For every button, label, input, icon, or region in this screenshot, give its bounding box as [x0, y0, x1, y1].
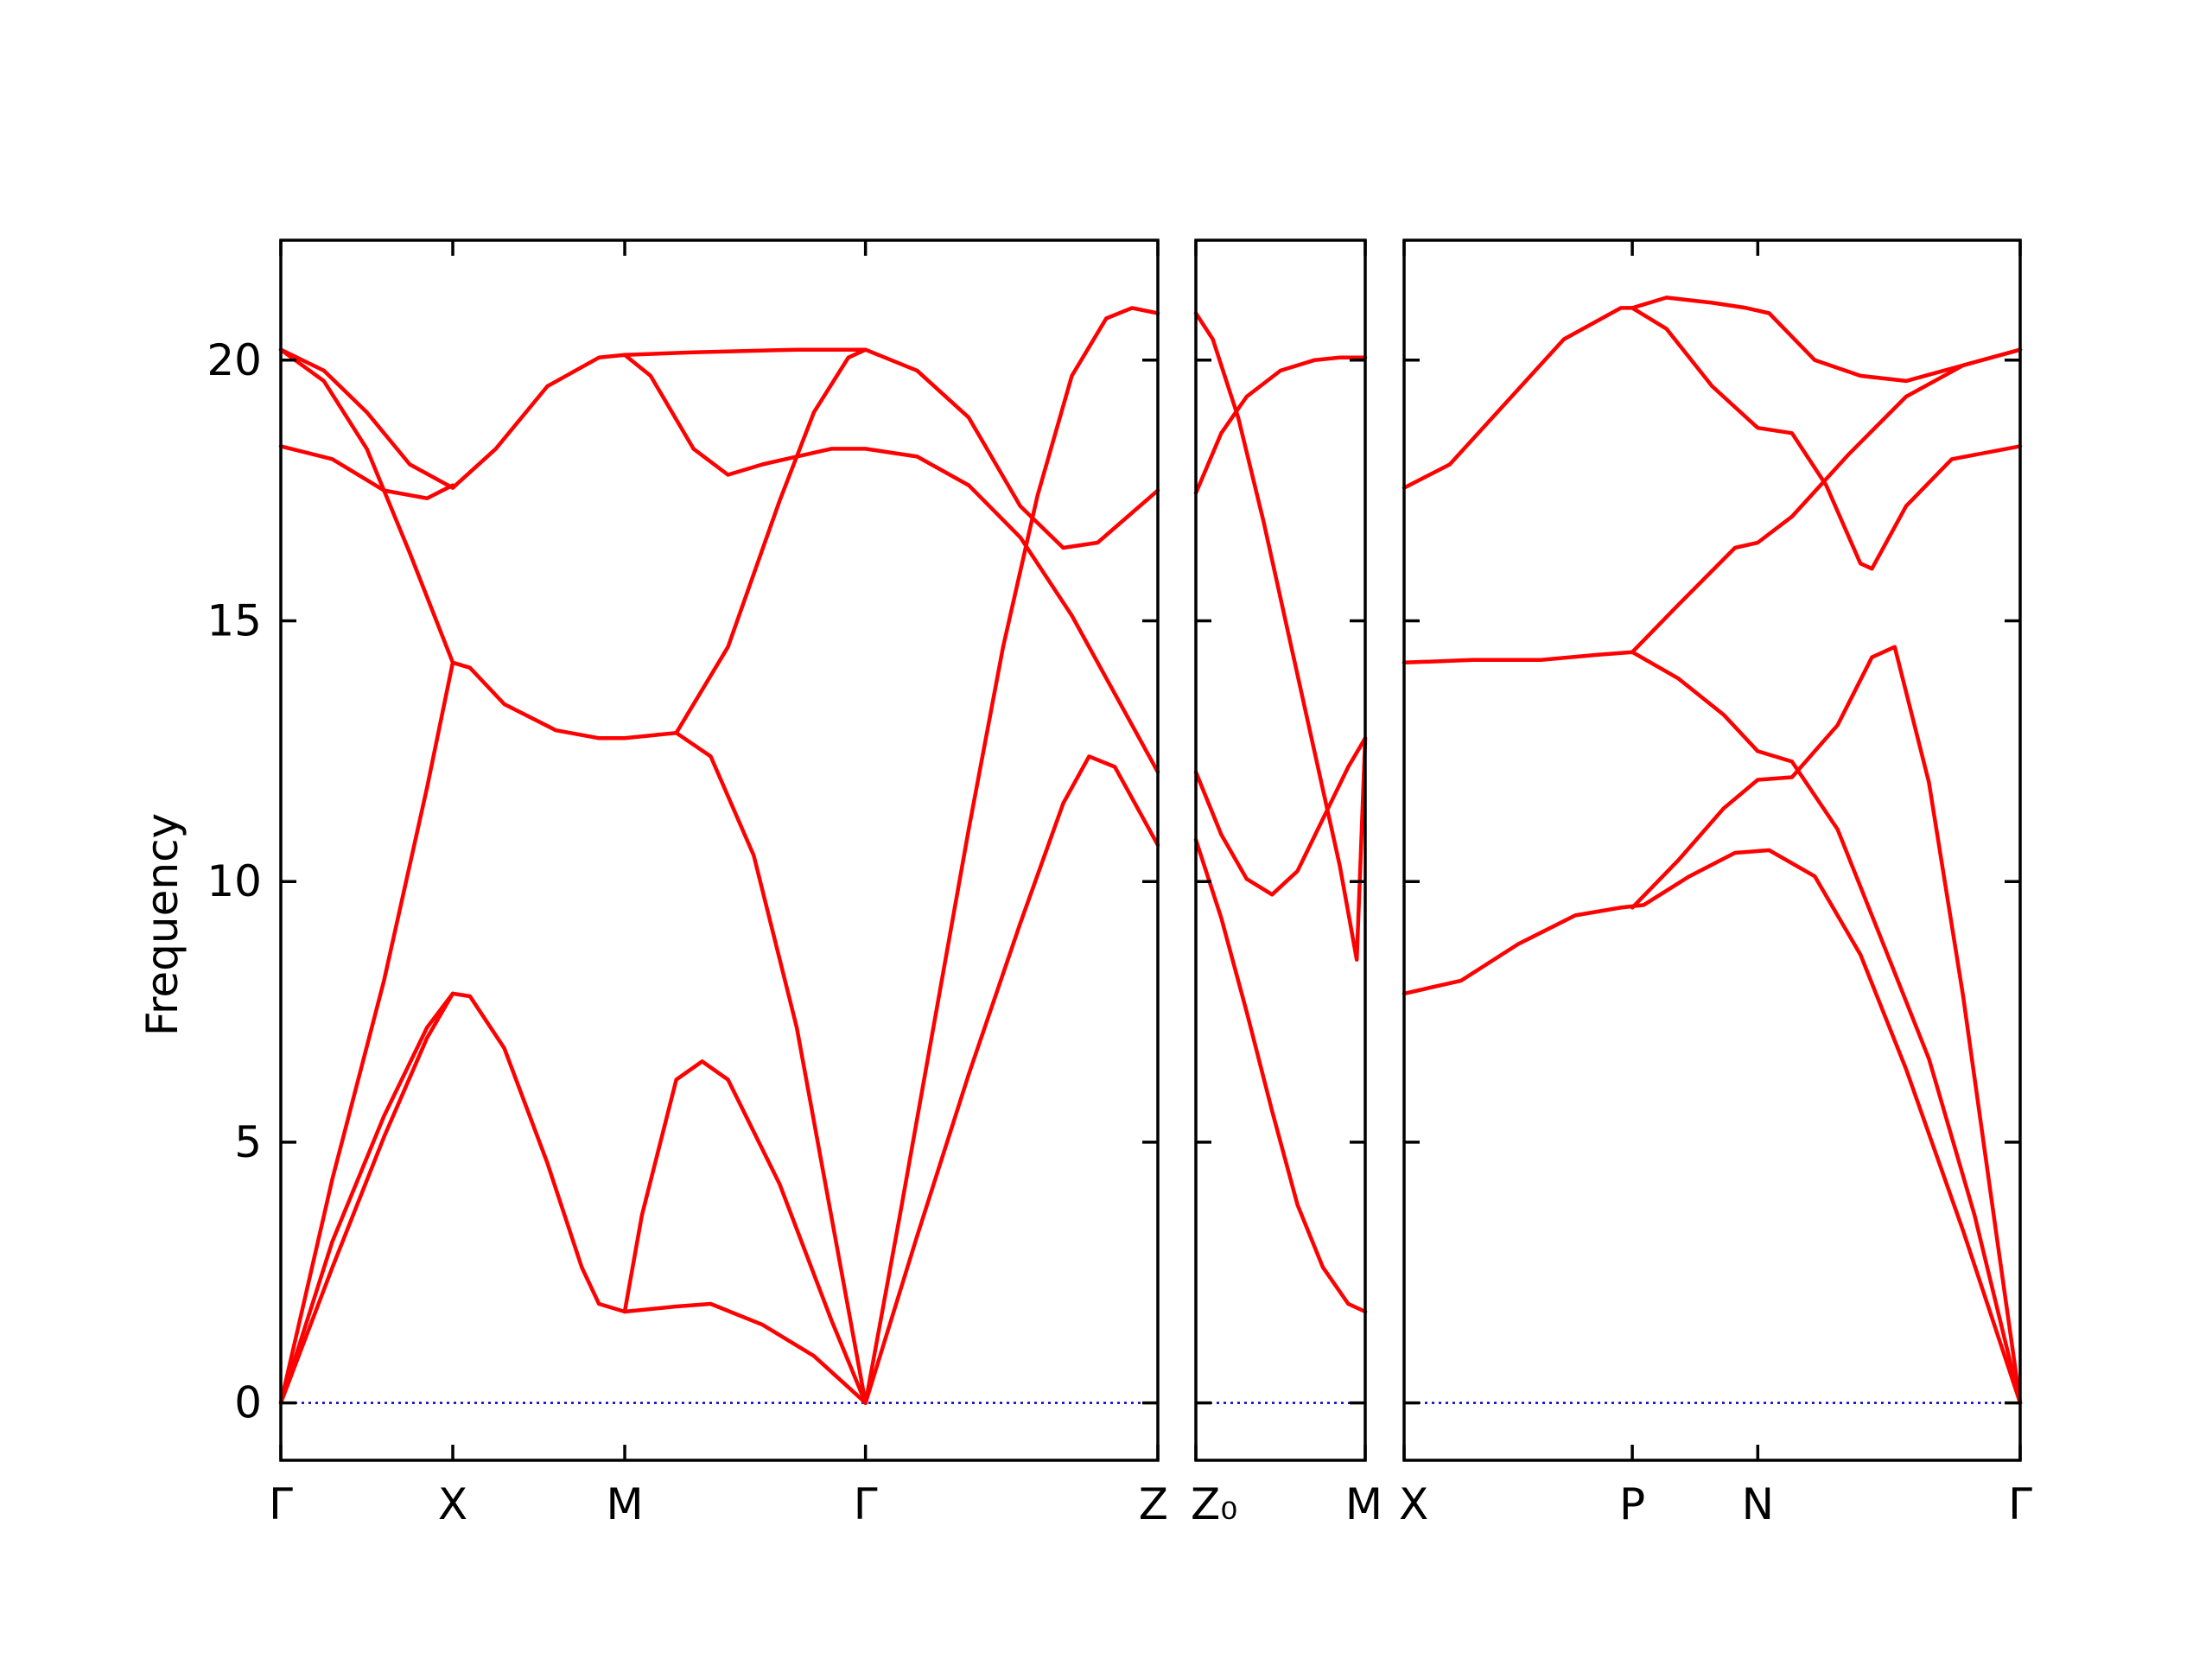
x-tick-label: Γ [2008, 1479, 2032, 1529]
band-1-10 [863, 754, 1160, 1405]
axis-frame [279, 238, 1160, 1462]
panel-1: 0 5 10 15 20 Γ X M Γ Z [207, 238, 1168, 1529]
band-3-1 [1402, 848, 2023, 1405]
x-tick-label: M [1345, 1479, 1382, 1529]
x-tick-label: P [1619, 1479, 1645, 1529]
band-1-9 [674, 347, 868, 735]
x-tick-label: Z [1139, 1479, 1168, 1529]
band-1-4 [622, 1059, 868, 1405]
x-tick-label: N [1742, 1479, 1774, 1529]
x-tick-label: Γ [854, 1479, 878, 1529]
band-3-3 [1402, 650, 2023, 1405]
axis-frame [1194, 238, 1367, 1462]
y-tick-label: 10 [207, 856, 262, 906]
band-1-3 [278, 660, 868, 1405]
band-2-2 [1193, 355, 1368, 495]
x-tick-label: Z₀ [1191, 1479, 1237, 1529]
y-tick-label: 20 [207, 335, 262, 385]
x-tick-label: Γ [269, 1479, 293, 1529]
band-3-5 [1402, 306, 2023, 571]
band-1-5 [278, 347, 455, 665]
band-3-6 [1630, 296, 2023, 384]
band-3-4 [1630, 347, 2023, 654]
band-1-7 [278, 444, 455, 500]
y-tick-label: 15 [207, 595, 262, 645]
band-1-6 [278, 347, 1160, 774]
band-1-8 [622, 347, 1160, 550]
x-tick-label: X [438, 1479, 467, 1529]
band-3-2 [1630, 645, 2023, 1405]
band-1-11 [863, 306, 1160, 1405]
panel-2: Z₀ M [1191, 238, 1382, 1529]
band-2-1 [1193, 311, 1368, 962]
band-1-1 [278, 991, 868, 1405]
y-tick-label: 5 [234, 1117, 262, 1167]
band-2-4 [1193, 837, 1368, 1314]
y-tick-label: 0 [234, 1378, 262, 1428]
band-1-2 [278, 991, 455, 1405]
band-2-3 [1193, 736, 1368, 897]
x-tick-label: M [606, 1479, 643, 1529]
y-axis-label: Frequency [137, 813, 188, 1036]
axis-frame [1402, 238, 2022, 1462]
x-tick-label: X [1399, 1479, 1428, 1529]
